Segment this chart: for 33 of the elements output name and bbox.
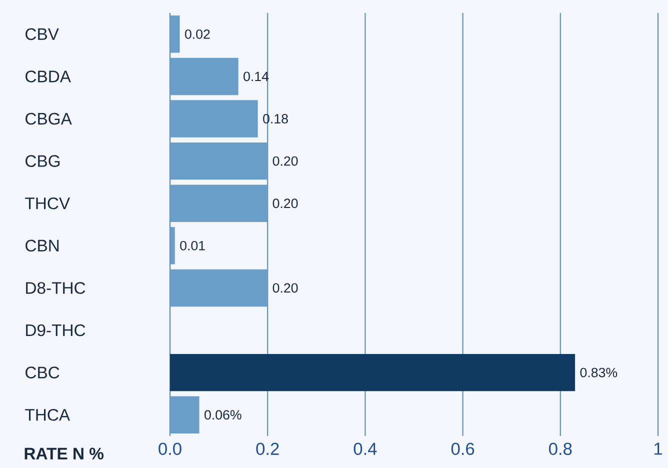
bar (170, 16, 180, 53)
data-label: 0.20 (272, 198, 298, 208)
y-tick-label: CBGA (26, 112, 72, 125)
data-label: 0.83% (580, 368, 618, 378)
data-label: 0.02 (184, 29, 210, 39)
bar (170, 269, 268, 307)
x-tick-label: 0.0 (158, 442, 182, 455)
bar (170, 58, 238, 96)
bar (170, 354, 576, 392)
y-tick-label: THCV (25, 197, 70, 210)
bar (170, 227, 175, 264)
y-tick-label: D9-THC (26, 324, 86, 336)
bar (170, 396, 200, 434)
y-tick-label: CBV (26, 28, 59, 40)
x-tick-label: 0.6 (451, 442, 474, 455)
bar (170, 184, 268, 222)
y-tick-label: CBC (26, 366, 60, 378)
x-tick-label: 1 (654, 442, 662, 455)
data-label: 0.20 (272, 283, 298, 293)
x-tick-label: 0.8 (549, 442, 572, 455)
data-label: 0.01 (180, 240, 205, 250)
x-tick-label: 0.4 (354, 442, 377, 455)
x-tick-label: 0.2 (256, 442, 279, 455)
bar (170, 142, 268, 180)
data-label: 0.20 (272, 156, 298, 166)
data-label: 0.06% (204, 410, 242, 420)
y-tick-label: CBG (26, 155, 60, 167)
y-tick-label: CBN (26, 240, 59, 252)
bar (170, 100, 258, 138)
y-tick-label: D8-THC (26, 282, 86, 294)
y-tick-label: THCA (25, 408, 70, 421)
y-tick-label: CBDA (26, 70, 71, 82)
x-axis-title: RATE N % (24, 448, 104, 460)
